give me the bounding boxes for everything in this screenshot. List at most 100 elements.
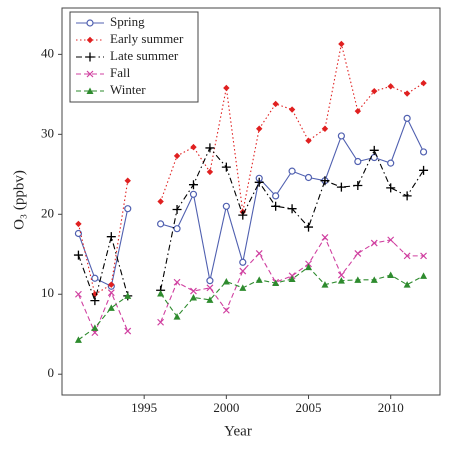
legend-label: Early summer	[110, 31, 184, 46]
marker	[222, 306, 230, 314]
marker	[403, 252, 411, 260]
marker	[305, 263, 313, 271]
marker	[124, 177, 131, 184]
marker	[108, 281, 115, 288]
marker	[75, 220, 82, 228]
marker	[206, 277, 214, 285]
marker	[387, 236, 395, 244]
marker	[256, 125, 263, 132]
legend-label: Fall	[110, 65, 131, 80]
series-line	[77, 43, 424, 296]
marker	[403, 90, 411, 97]
marker	[73, 250, 83, 260]
marker	[337, 132, 345, 140]
marker	[337, 271, 345, 279]
marker	[173, 225, 181, 233]
x-axis-label: Year	[224, 423, 252, 439]
marker	[74, 336, 82, 343]
marker	[370, 276, 378, 283]
marker	[386, 183, 396, 193]
marker	[239, 267, 247, 275]
y-tick-label: 30	[41, 125, 54, 140]
marker	[107, 304, 115, 311]
marker	[239, 284, 247, 291]
marker	[86, 36, 94, 44]
marker	[86, 19, 94, 27]
marker	[206, 168, 214, 176]
marker	[74, 229, 83, 238]
marker	[254, 177, 264, 187]
marker	[91, 274, 99, 282]
marker	[353, 181, 363, 191]
marker	[288, 106, 296, 113]
marker	[321, 234, 329, 241]
marker	[337, 277, 345, 284]
marker	[255, 276, 263, 283]
legend-label: Winter	[110, 82, 146, 97]
series-line	[77, 236, 424, 335]
marker	[288, 275, 296, 283]
marker	[206, 296, 214, 303]
x-tick-label: 2010	[378, 400, 404, 415]
legend: Spring Early summer Late summer Fall Winter	[69, 11, 199, 103]
marker	[321, 281, 329, 288]
marker	[288, 167, 296, 175]
marker	[420, 252, 427, 260]
marker	[190, 143, 197, 151]
marker	[419, 148, 428, 156]
marker	[188, 180, 198, 190]
marker	[86, 70, 94, 78]
y-tick-label: 10	[41, 285, 54, 300]
marker	[387, 159, 395, 167]
marker	[371, 87, 378, 95]
marker	[124, 292, 132, 299]
marker	[336, 182, 346, 192]
marker	[369, 145, 379, 155]
marker	[402, 191, 412, 201]
marker	[124, 327, 132, 335]
marker	[206, 284, 214, 292]
marker	[173, 152, 181, 160]
marker	[272, 192, 280, 200]
marker	[107, 289, 115, 297]
marker	[320, 176, 330, 186]
marker	[86, 87, 94, 94]
marker	[287, 204, 297, 214]
marker	[205, 143, 215, 153]
marker	[305, 137, 312, 144]
x-tick-label: 1995	[131, 400, 157, 415]
marker	[420, 79, 427, 87]
marker	[403, 114, 411, 122]
marker	[271, 201, 281, 211]
y-tick-label: 40	[41, 45, 54, 60]
marker	[173, 313, 181, 320]
marker	[304, 173, 313, 182]
marker	[354, 276, 362, 283]
marker	[419, 165, 429, 175]
y-tick-label: 20	[41, 205, 54, 220]
legend-label: Spring	[110, 14, 145, 29]
marker	[223, 84, 230, 92]
y-tick-label: 0	[48, 365, 55, 380]
marker	[338, 40, 345, 48]
x-tick-label: 2000	[213, 400, 239, 415]
plot-frame	[61, 7, 441, 396]
marker	[354, 250, 362, 257]
marker	[106, 232, 116, 242]
marker	[90, 296, 100, 306]
marker	[173, 278, 181, 286]
marker	[304, 222, 314, 232]
marker	[387, 271, 395, 279]
marker	[157, 289, 165, 297]
marker	[85, 52, 95, 62]
marker	[189, 190, 198, 198]
marker	[222, 202, 230, 210]
marker	[239, 258, 247, 266]
x-tick-label: 2005	[296, 400, 322, 415]
marker	[321, 125, 329, 132]
marker	[272, 279, 280, 287]
marker	[387, 83, 394, 90]
marker	[124, 205, 132, 213]
marker	[354, 107, 362, 115]
